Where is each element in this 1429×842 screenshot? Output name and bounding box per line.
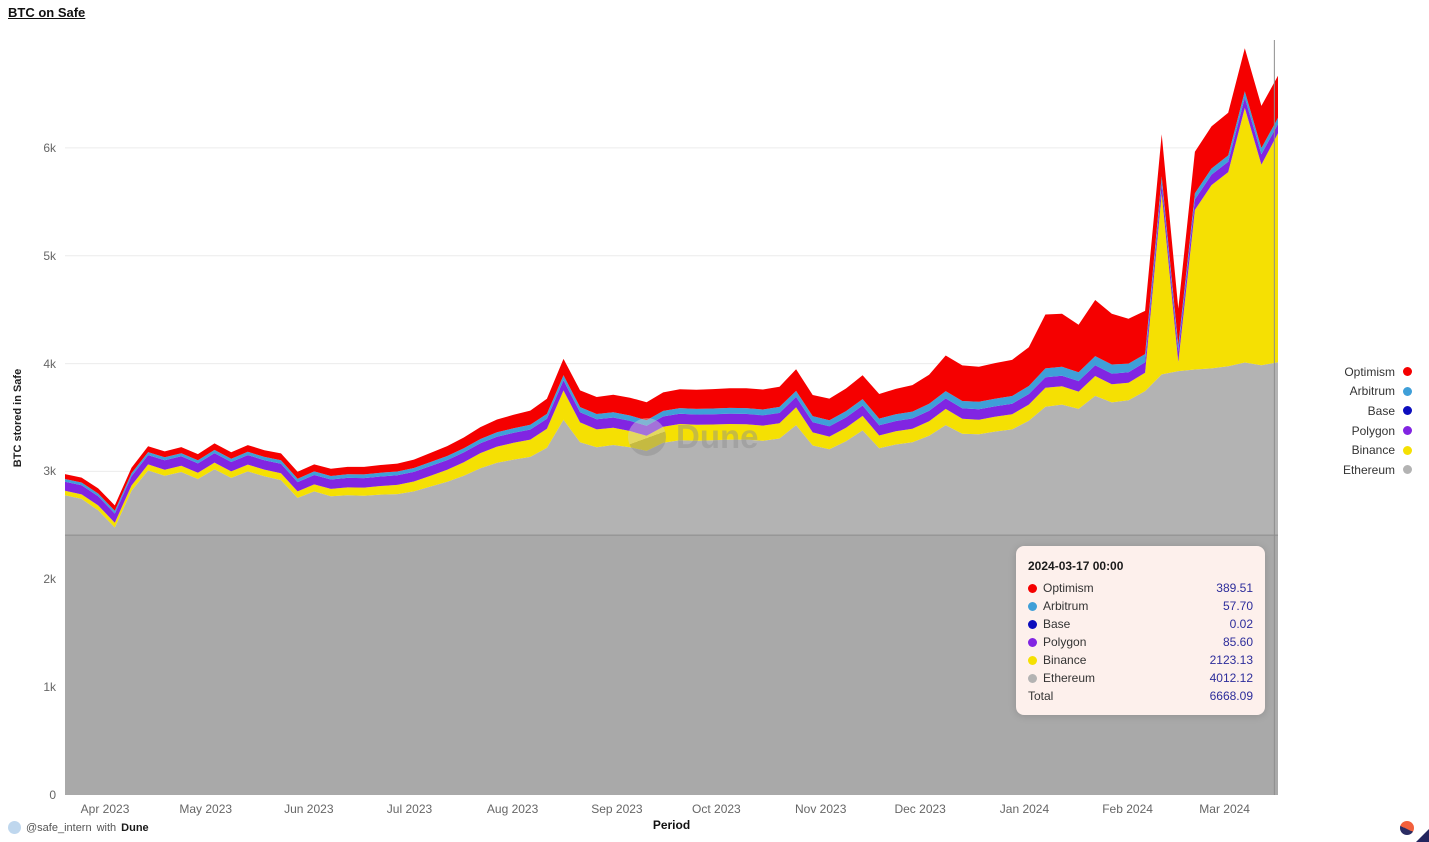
x-tick-label: Jul 2023 bbox=[386, 802, 433, 816]
series-area-optimism bbox=[65, 48, 1278, 511]
footer: @safe_intern with Dune bbox=[8, 821, 149, 834]
y-tick-label: 1k bbox=[43, 680, 56, 695]
corner-mark-icon bbox=[1416, 829, 1429, 842]
legend-label: Optimism bbox=[1344, 364, 1395, 379]
tooltip-total-row: Total 6668.09 bbox=[1028, 687, 1253, 705]
author-avatar bbox=[8, 821, 21, 834]
x-tick-label: Dec 2023 bbox=[894, 802, 946, 816]
legend-item-polygon[interactable]: Polygon bbox=[1290, 421, 1412, 441]
tooltip-dot-icon bbox=[1028, 583, 1037, 593]
legend-label: Ethereum bbox=[1342, 462, 1395, 477]
footer-connector: with bbox=[96, 821, 117, 834]
tooltip-series-name: Arbitrum bbox=[1043, 599, 1089, 613]
tooltip-series-name: Optimism bbox=[1043, 581, 1094, 595]
tooltip-series-value: 0.02 bbox=[1229, 617, 1253, 631]
tooltip-series-value: 57.70 bbox=[1222, 599, 1253, 613]
legend-dot-icon bbox=[1403, 445, 1412, 455]
x-axis-title: Period bbox=[652, 818, 691, 832]
x-tick-label: Mar 2024 bbox=[1199, 802, 1250, 816]
legend-dot-icon bbox=[1403, 386, 1412, 396]
series-area-binance bbox=[65, 107, 1278, 528]
x-tick-label: Jun 2023 bbox=[284, 802, 334, 816]
tooltip-rows: Optimism 389.51 Arbitrum 57.70 Base 0.02 Polyg… bbox=[1028, 579, 1253, 687]
y-tick-label: 0 bbox=[49, 788, 56, 802]
tooltip-series-name: Polygon bbox=[1043, 635, 1087, 649]
series-area-ethereum bbox=[65, 362, 1278, 795]
tooltip-row-binance: Binance 2123.13 bbox=[1028, 651, 1253, 669]
tooltip-series-name: Ethereum bbox=[1043, 671, 1096, 685]
legend-label: Binance bbox=[1351, 443, 1395, 458]
y-axis: 0 1k 2k 3k 4k 5k 6k bbox=[0, 40, 58, 802]
legend-item-optimism[interactable]: Optimism bbox=[1290, 362, 1412, 382]
legend-dot-icon bbox=[1403, 465, 1412, 475]
y-tick-label: 5k bbox=[43, 248, 56, 263]
series-area-polygon bbox=[65, 97, 1278, 523]
legend-label: Polygon bbox=[1351, 423, 1395, 438]
legend-item-base[interactable]: Base bbox=[1290, 401, 1412, 421]
tooltip-series-name: Base bbox=[1043, 617, 1071, 631]
dune-link[interactable]: Dune bbox=[121, 821, 149, 834]
tooltip-series-value: 4012.12 bbox=[1209, 671, 1253, 685]
tooltip-series-value: 85.60 bbox=[1222, 635, 1253, 649]
tooltip-total-label: Total bbox=[1028, 689, 1054, 703]
tooltip-row-arbitrum: Arbitrum 57.70 bbox=[1028, 597, 1253, 615]
tooltip-series-name: Binance bbox=[1043, 653, 1087, 667]
chart-tooltip: 2024-03-17 00:00 Optimism 389.51 Arbitrum 5… bbox=[1016, 546, 1265, 715]
dune-logo-icon[interactable] bbox=[1400, 821, 1414, 835]
tooltip-dot-icon bbox=[1028, 601, 1037, 611]
tooltip-row-polygon: Polygon 85.60 bbox=[1028, 633, 1253, 651]
y-tick-label: 2k bbox=[43, 572, 56, 587]
tooltip-dot-icon bbox=[1028, 655, 1037, 665]
legend-label: Base bbox=[1367, 403, 1395, 418]
tooltip-date: 2024-03-17 00:00 bbox=[1028, 559, 1124, 573]
legend-item-ethereum[interactable]: Ethereum bbox=[1290, 460, 1412, 480]
tooltip-series-value: 389.51 bbox=[1216, 581, 1253, 595]
page-title[interactable]: BTC on Safe bbox=[8, 5, 86, 20]
tooltip-total-value: 6668.09 bbox=[1209, 689, 1253, 703]
chart-legend: Optimism Arbitrum Base Polygon Binance Ethere… bbox=[1290, 362, 1412, 480]
y-tick-label: 6k bbox=[43, 140, 56, 155]
tooltip-row-base: Base 0.02 bbox=[1028, 615, 1253, 633]
legend-dot-icon bbox=[1403, 406, 1412, 416]
tooltip-row-ethereum: Ethereum 4012.12 bbox=[1028, 669, 1253, 687]
series-area-arbitrum bbox=[65, 91, 1278, 514]
legend-label: Arbitrum bbox=[1349, 384, 1395, 399]
legend-item-arbitrum[interactable]: Arbitrum bbox=[1290, 382, 1412, 402]
x-axis: Apr 2023 May 2023 Jun 2023 Jul 2023 Aug 2023… bbox=[65, 802, 1278, 818]
legend-item-binance[interactable]: Binance bbox=[1290, 440, 1412, 460]
x-tick-label: Jan 2024 bbox=[999, 802, 1050, 816]
legend-dot-icon bbox=[1403, 367, 1412, 377]
x-tick-label: May 2023 bbox=[179, 802, 233, 816]
x-tick-label: Nov 2023 bbox=[795, 802, 847, 816]
x-tick-label: Apr 2023 bbox=[80, 802, 130, 816]
x-tick-label: Feb 2024 bbox=[1102, 802, 1153, 816]
author-handle: @safe_intern bbox=[26, 821, 92, 834]
tooltip-series-value: 2123.13 bbox=[1209, 653, 1253, 667]
y-tick-label: 3k bbox=[43, 464, 56, 479]
y-tick-label: 4k bbox=[43, 356, 56, 371]
tooltip-dot-icon bbox=[1028, 619, 1037, 629]
x-tick-label: Aug 2023 bbox=[486, 802, 539, 816]
tooltip-dot-icon bbox=[1028, 637, 1037, 647]
legend-dot-icon bbox=[1403, 426, 1412, 436]
tooltip-row-optimism: Optimism 389.51 bbox=[1028, 579, 1253, 597]
tooltip-dot-icon bbox=[1028, 673, 1037, 683]
x-tick-label: Sep 2023 bbox=[591, 802, 643, 816]
x-tick-label: Oct 2023 bbox=[692, 802, 741, 816]
